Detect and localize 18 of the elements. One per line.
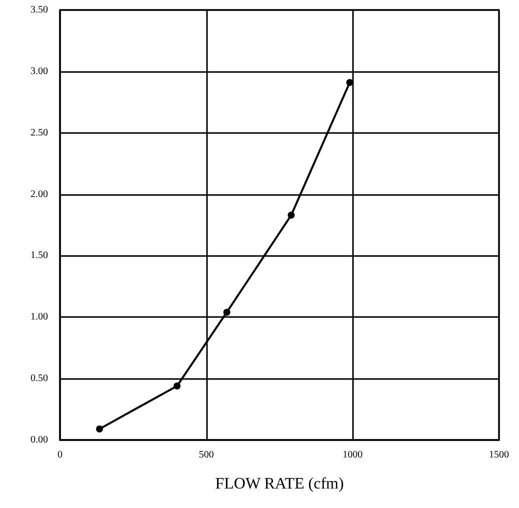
y-tick-label: 2.50 (30, 127, 48, 138)
y-tick-label: 0.00 (30, 434, 48, 446)
point (346, 78, 354, 86)
x-tick-label: 1500 (489, 450, 509, 460)
y-tick-label: 3.00 (30, 66, 48, 77)
x-tick-label: 500 (198, 450, 214, 460)
y-tick-label: 3.50 (30, 4, 48, 16)
y-tick-label: 1.00 (30, 312, 48, 323)
x-tick-label: 0 (58, 450, 62, 460)
point (288, 212, 295, 219)
y-tick-label: 2.00 (30, 188, 48, 200)
point (223, 308, 230, 316)
x-axis-title: FLOW RATE (cfm) (215, 476, 344, 492)
x-tick-label: 1000 (342, 450, 363, 460)
point (96, 425, 104, 432)
y-tick-label: 0.50 (30, 373, 48, 384)
point (174, 382, 181, 390)
y-tick-label: 1.50 (30, 250, 48, 262)
